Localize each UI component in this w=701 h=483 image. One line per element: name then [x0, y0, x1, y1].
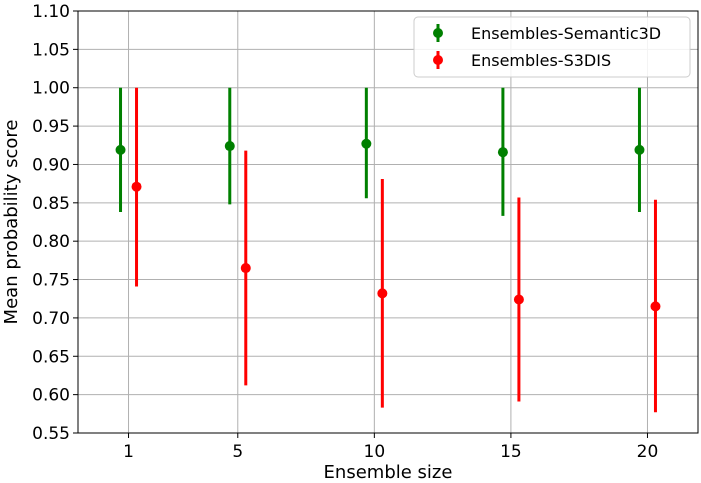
y-tick-label: 1.10	[32, 2, 70, 22]
x-axis-label: Ensemble size	[324, 462, 453, 483]
y-axis-label: Mean probability score	[1, 120, 22, 325]
data-point	[224, 141, 235, 152]
data-point	[131, 181, 142, 192]
data-point	[497, 147, 508, 158]
data-point	[377, 288, 388, 299]
data-point	[634, 144, 645, 155]
y-tick-label: 1.05	[32, 40, 70, 60]
y-tick-label: 0.80	[32, 232, 70, 252]
x-tick-label: 10	[364, 442, 386, 462]
legend-box	[413, 16, 691, 78]
data-point	[240, 263, 251, 274]
series-marks	[115, 87, 661, 413]
legend-label: Ensembles-S3DIS	[471, 51, 611, 70]
x-tick-label: 1	[123, 442, 134, 462]
y-tick-label: 0.60	[32, 386, 70, 406]
y-axis-ticks: 0.55 0.60 0.65 0.70 0.75 0.80 0.85 0.90 0.95 1.00…	[32, 2, 78, 444]
legend: Ensembles-Semantic3D Ensembles-S3DIS	[413, 16, 691, 78]
legend-marker	[433, 55, 443, 65]
y-tick-label: 0.65	[32, 347, 70, 367]
y-tick-label: 0.75	[32, 271, 70, 291]
y-tick-label: 1.00	[32, 79, 70, 99]
data-point	[115, 144, 126, 155]
y-tick-label: 0.85	[32, 194, 70, 214]
y-tick-label: 0.90	[32, 155, 70, 175]
y-tick-label: 0.55	[32, 424, 70, 444]
x-tick-label: 5	[232, 442, 243, 462]
legend-label: Ensembles-Semantic3D	[471, 24, 661, 43]
x-tick-label: 20	[637, 442, 659, 462]
y-tick-label: 0.95	[32, 117, 70, 137]
data-point	[650, 301, 661, 312]
x-axis-ticks: 1 5 10 15 20	[123, 433, 658, 462]
x-tick-label: 15	[500, 442, 522, 462]
y-tick-label: 0.70	[32, 309, 70, 329]
plot-frame	[77, 10, 699, 434]
data-point	[513, 294, 524, 305]
data-point	[361, 138, 372, 149]
legend-marker	[433, 28, 443, 38]
